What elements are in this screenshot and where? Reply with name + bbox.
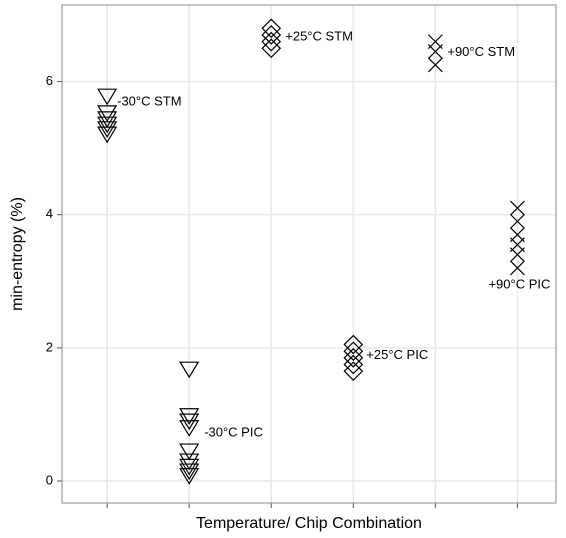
point: [97, 121, 118, 139]
y-tick-label: 2: [46, 339, 53, 354]
point: [97, 105, 118, 123]
point: [179, 413, 200, 431]
point: [179, 361, 200, 379]
point: [343, 334, 364, 355]
panel-border: [61, 4, 557, 504]
point: [510, 247, 525, 263]
series-label: +25°C PIC: [366, 347, 428, 362]
point: [427, 44, 443, 60]
point: [510, 213, 525, 229]
point: [179, 443, 200, 461]
point: [343, 361, 364, 382]
x-axis-title: Temperature/ Chip Combination: [196, 515, 422, 532]
point: [179, 453, 200, 471]
point: [261, 18, 282, 39]
point: [97, 116, 118, 134]
y-axis-title: min-entropy (%): [9, 197, 26, 311]
series-label: +90°C STM: [447, 44, 515, 59]
y-tick-label: 6: [46, 73, 53, 88]
point: [510, 260, 525, 276]
point: [427, 57, 443, 73]
point: [97, 126, 118, 144]
point: [97, 111, 118, 129]
point: [97, 88, 118, 106]
point: [179, 420, 200, 437]
series-label: -30°C PIC: [204, 425, 263, 440]
point: [179, 463, 200, 481]
point: [343, 341, 364, 362]
point: [510, 200, 525, 216]
series-label: +25°C STM: [285, 29, 353, 44]
point: [261, 31, 282, 52]
point: [179, 408, 200, 425]
series-label: -30°C STM: [117, 94, 181, 109]
point: [343, 348, 364, 368]
point: [179, 468, 200, 485]
point: [343, 354, 364, 375]
y-tick-label: 4: [46, 206, 53, 221]
point: [261, 38, 282, 59]
point: [261, 25, 282, 45]
y-tick-label: 0: [46, 472, 53, 487]
point: [179, 458, 200, 476]
series-label: +90°C PIC: [488, 276, 550, 291]
